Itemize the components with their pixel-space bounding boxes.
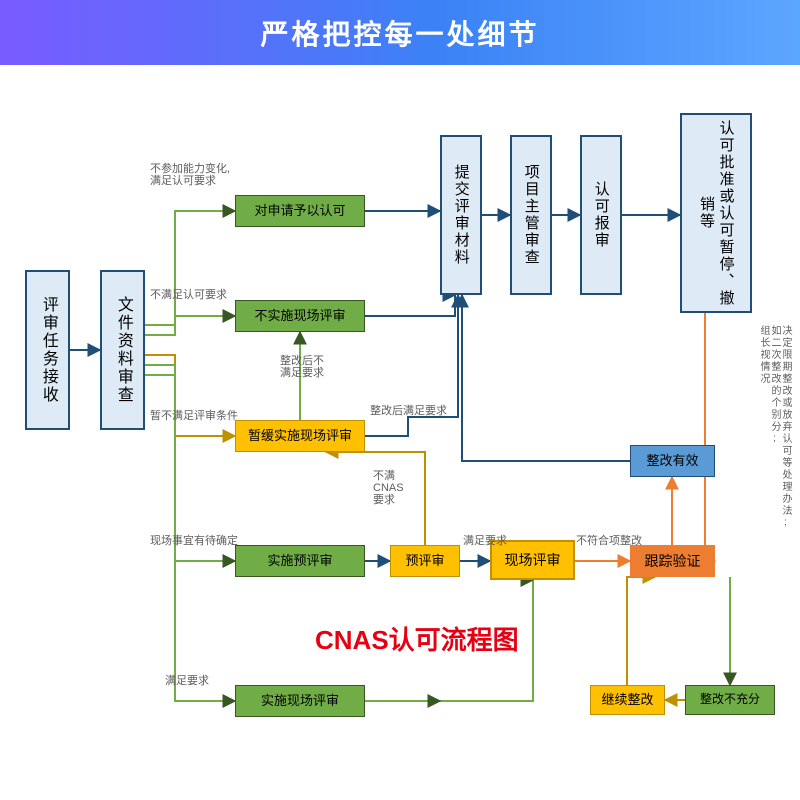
diagram-title: CNAS认可流程图 [315,620,519,657]
edge-label-el4: 现场事宜有待确定 [150,535,238,547]
arrow [365,295,455,316]
node-n3: 对申请予以认可 [235,195,365,227]
edge-label-el5: 满足要求 [165,675,209,687]
node-n2: 文件资料审查 [100,270,145,430]
edge-label-el11: 决定限期整改或放弃认可等处理办法; 如二次整改的个别分; 组长视情况 [758,325,791,530]
edge-label-el10: 不符合项整改 [576,535,642,547]
arrow [705,313,715,561]
arrow [145,316,235,335]
arrow [145,355,235,436]
arrow [627,577,655,685]
node-n12: 继续整改 [590,685,665,715]
node-t1: 提交评审材料 [440,135,482,295]
banner-text: 严格把控每一处细节 [260,13,539,53]
node-n6: 实施预评审 [235,545,365,577]
node-n8: 预评审 [390,545,460,577]
node-t4: 认可批准或认可暂停、撤销等 [680,113,752,313]
edge-label-el8: 不满 CNAS 要求 [373,470,404,506]
edge-label-el2: 不满足认可要求 [150,289,227,301]
node-n7: 实施现场评审 [235,685,365,717]
node-n5: 暂缓实施现场评审 [235,420,365,452]
edge-label-el1: 不参加能力变化, 满足认可要求 [150,163,230,187]
node-t2: 项目主管审查 [510,135,552,295]
node-n13: 整改不充分 [685,685,775,715]
edge-label-el6: 整改后不 满足要求 [280,355,324,379]
arrow [145,365,235,561]
arrow [145,211,235,325]
node-n4: 不实施现场评审 [235,300,365,332]
node-t3: 认可报审 [580,135,622,295]
node-n1: 评审任务接收 [25,270,70,430]
edge-label-el3: 暂不满足评审条件 [150,410,238,422]
edge-label-el7: 整改后满足要求 [370,405,447,417]
arrow [462,295,630,461]
node-n10: 跟踪验证 [630,545,715,577]
banner: 严格把控每一处细节 [0,0,800,65]
node-n11: 整改有效 [630,445,715,477]
edge-label-el9: 满足要求 [463,535,507,547]
flowchart-stage: CNAS认可流程图 评审任务接收文件资料审查 对申请予以认可不实施现场评审暂缓实施… [0,65,800,800]
